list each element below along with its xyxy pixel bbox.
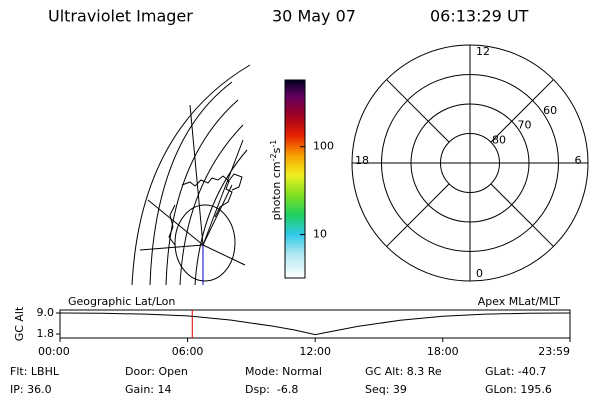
altitude-curve	[59, 312, 571, 336]
title: Ultraviolet Imager	[48, 7, 193, 26]
y-tick-label: 1.8	[37, 327, 55, 340]
y-tick-label: 9.0	[37, 306, 55, 319]
status-field: Door: Open	[125, 365, 188, 378]
y-axis-label: GC Alt	[13, 306, 26, 341]
lat-label: 70	[518, 119, 532, 132]
altitude-plot: GC Alt Geographic Lat/Lon Apex MLat/MLT …	[13, 295, 571, 358]
mlt-label: 6	[575, 154, 582, 167]
time: 06:13:29 UT	[430, 7, 529, 26]
x-tick-label: 12:00	[299, 345, 331, 358]
x-tick-label: 06:00	[172, 345, 204, 358]
colorbar-scale	[284, 79, 306, 279]
lat-label: 80	[492, 133, 506, 146]
date: 30 May 07	[272, 7, 356, 26]
diagonal	[490, 183, 554, 247]
status-field: Dsp: -6.8	[245, 383, 298, 396]
mlt-label: 12	[476, 45, 490, 58]
status-field: Flt: LBHL	[10, 365, 60, 378]
label-sup: -1	[269, 140, 278, 148]
polar-plot: 60 70 80 0 6 12 18	[351, 44, 589, 282]
tick-label: 100	[313, 140, 334, 153]
earth-map	[131, 64, 251, 286]
diagonal	[386, 79, 450, 143]
status-field: Gain: 14	[125, 383, 172, 396]
tick-label: 10	[313, 228, 327, 241]
frame-label: Geographic Lat/Lon	[68, 295, 175, 308]
status-field: IP: 36.0	[10, 383, 52, 396]
frame-label: Apex MLat/MLT	[478, 295, 561, 308]
x-tick-label: 23:59	[538, 345, 570, 358]
colorbar: photon cm-2s-1 10 100	[269, 79, 334, 279]
label-part: s	[270, 147, 283, 153]
x-tick-label: 18:00	[427, 345, 459, 358]
status-field: Mode: Normal	[245, 365, 322, 378]
x-tick-label: 00:00	[38, 345, 70, 358]
mlt-label: 18	[355, 154, 369, 167]
status-footer: Flt: LBHL Door: Open Mode: Normal GC Alt: 8…	[10, 365, 552, 396]
status-field: GC Alt: 8.3 Re	[365, 365, 442, 378]
diagonal	[490, 79, 554, 143]
label-sup: -2	[269, 153, 278, 161]
status-field: Seq: 39	[365, 383, 407, 396]
colorbar-label: photon cm-2s-1	[269, 140, 284, 221]
diagonal	[386, 183, 450, 247]
label-part: photon cm	[270, 161, 283, 220]
mlt-label: 0	[476, 267, 483, 280]
lat-label: 60	[543, 104, 557, 117]
status-field: GLat: -40.7	[485, 365, 546, 378]
status-field: GLon: 195.6	[485, 383, 552, 396]
